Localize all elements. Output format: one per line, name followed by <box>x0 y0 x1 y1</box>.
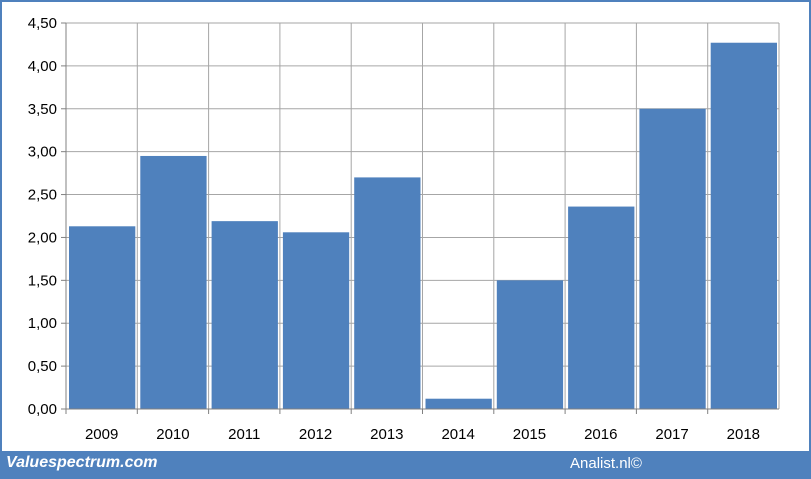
bars <box>69 42 777 410</box>
bar-2015 <box>496 280 564 409</box>
bar-2010 <box>140 155 207 409</box>
axes <box>61 22 779 414</box>
x-tick-label: 2016 <box>584 426 617 443</box>
y-tick-label: 3,00 <box>28 144 57 161</box>
bar-2013 <box>354 177 421 409</box>
y-tick-label: 0,00 <box>28 401 57 418</box>
x-tick-label: 2012 <box>299 426 332 443</box>
y-tick-label: 4,00 <box>28 58 57 75</box>
x-axis-ticks: 2009 2010 2011 2012 2013 2014 2015 2016 2017 2018 <box>85 426 760 443</box>
y-tick-label: 4,50 <box>28 15 57 32</box>
bar-2009 <box>69 226 136 409</box>
x-tick-label: 2009 <box>85 426 118 443</box>
footer-source-label: Analist.nl© <box>570 455 642 472</box>
y-axis-ticks: 0,00 0,50 1,00 1,50 2,00 2,50 3,00 3,50 4,00 4,50 <box>28 15 57 418</box>
x-tick-label: 2017 <box>655 426 688 443</box>
bar-2018 <box>710 42 777 410</box>
x-tick-label: 2015 <box>513 426 546 443</box>
x-tick-label: 2011 <box>228 426 260 443</box>
y-tick-label: 3,50 <box>28 101 57 118</box>
bar-2014 <box>425 398 492 409</box>
x-tick-label: 2010 <box>156 426 189 443</box>
x-tick-label: 2018 <box>727 426 760 443</box>
bar-2011 <box>211 221 278 409</box>
y-tick-label: 2,50 <box>28 187 57 204</box>
bar-2012 <box>282 232 350 409</box>
y-tick-label: 1,00 <box>28 315 57 332</box>
bar-2016 <box>568 206 635 409</box>
footer-bar <box>0 451 811 479</box>
bar-2017 <box>639 108 706 410</box>
x-tick-label: 2014 <box>441 426 474 443</box>
x-tick-label: 2013 <box>370 426 403 443</box>
footer-site-label: Valuespectrum.com <box>6 454 158 471</box>
y-tick-label: 1,50 <box>28 272 57 289</box>
y-tick-label: 0,50 <box>28 358 57 375</box>
y-tick-label: 2,00 <box>28 229 57 246</box>
